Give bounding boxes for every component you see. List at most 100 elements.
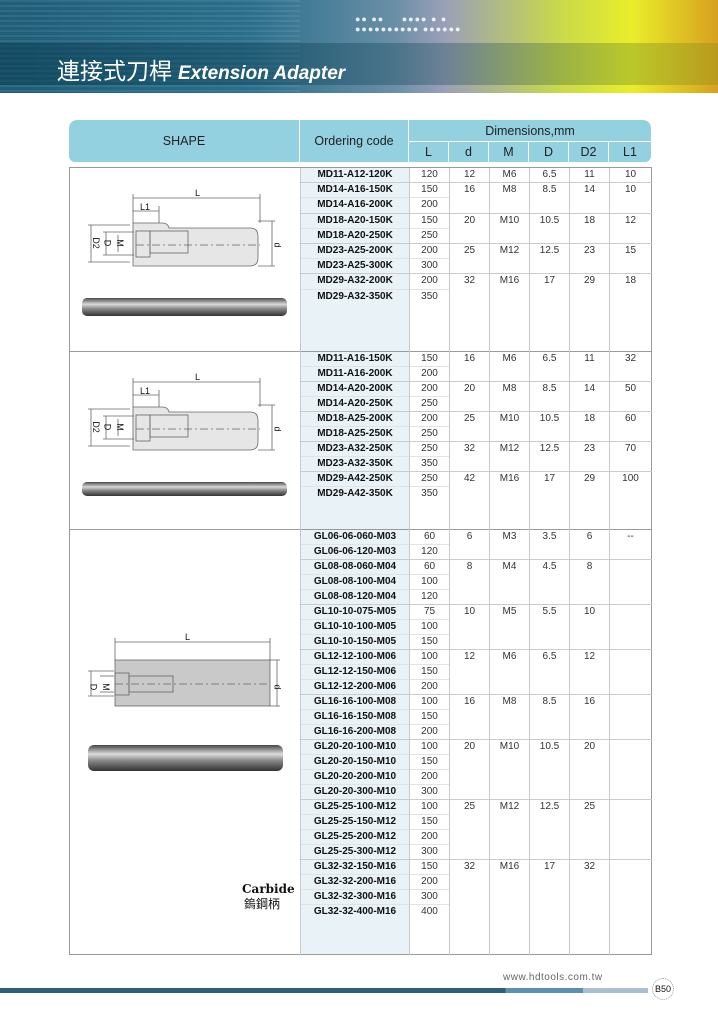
ordering-code: GL16-16-200-M08 <box>300 724 410 740</box>
length-L: 300 <box>409 844 450 860</box>
table-row: GL08-08-120-M04 120 <box>70 589 652 605</box>
length-L: 200 <box>409 769 450 785</box>
dim-L1: 100 <box>609 471 652 530</box>
ordering-code: GL25-25-150-M12 <box>300 814 410 830</box>
length-L: 200 <box>409 411 450 427</box>
dim-M: M16 <box>489 273 530 352</box>
ordering-code: MD29-A42-350K <box>300 486 410 530</box>
title-en: Extension Adapter <box>178 63 346 84</box>
dim-d: 12 <box>449 166 490 183</box>
dim-d: 20 <box>449 739 490 800</box>
header-banner: ●● ●● ●●●● ● ● ●●●●●●●●●● ●●●●●● 連接式刀桿 Ext… <box>0 0 718 93</box>
ordering-code: GL10-10-100-M05 <box>300 619 410 635</box>
dim-label-L1: L1 <box>140 386 151 396</box>
dim-D: 8.5 <box>529 182 570 214</box>
length-L: 120 <box>409 589 450 605</box>
dim-D2: 16 <box>569 694 610 740</box>
col-D: D <box>529 142 569 162</box>
ordering-code: GL10-10-075-M05 <box>300 604 410 620</box>
dim-D: 10.5 <box>529 411 570 442</box>
table-row: GL32-32-200-M16 200 <box>70 874 652 890</box>
dim-L1: 18 <box>609 273 652 352</box>
ordering-code: GL08-08-120-M04 <box>300 589 410 605</box>
ordering-code: GL20-20-100-M10 <box>300 739 410 755</box>
length-L: 200 <box>409 366 450 382</box>
table-row: GL12-12-150-M06 150 <box>70 664 652 680</box>
ordering-code: MD11-A12-120K <box>300 166 410 183</box>
ordering-code: MD11-A16-150K <box>300 351 410 367</box>
table-row: MD14-A20-250K 250 <box>70 396 652 412</box>
website[interactable]: www.hdtools.com.tw <box>503 972 603 983</box>
col-d: d <box>449 142 489 162</box>
dim-L1 <box>609 649 652 695</box>
dim-d: 42 <box>449 471 490 530</box>
table-row: MD29-A32-350K 350 <box>70 288 652 352</box>
table-row: MD23-A32-250K 250 32 M12 12.5 23 70 <box>70 441 652 472</box>
length-L: 300 <box>409 889 450 905</box>
dim-D: 6.5 <box>529 649 570 695</box>
col-L1: L1 <box>623 145 637 159</box>
dim-L1 <box>609 799 652 860</box>
dim-d: 32 <box>449 441 490 472</box>
length-L: 150 <box>409 351 450 367</box>
ordering-code: MD29-A42-250K <box>300 471 410 487</box>
length-L: 250 <box>409 396 450 412</box>
length-L: 200 <box>409 874 450 890</box>
dim-D: 4.5 <box>529 559 570 605</box>
ordering-code: GL32-32-400-M16 <box>300 904 410 955</box>
dim-D: 10.5 <box>529 212 570 244</box>
length-L: 150 <box>409 634 450 650</box>
table-row: GL12-12-200-M06 200 <box>70 679 652 695</box>
dim-d: 20 <box>449 212 490 244</box>
dim-label-d: d <box>272 426 283 432</box>
length-L: 350 <box>409 486 450 530</box>
dim-D2: 18 <box>569 212 610 244</box>
dim-M: M12 <box>489 242 530 274</box>
dim-M: M3 <box>489 529 530 560</box>
table-row: GL08-08-060-M04 60 8 M4 4.5 8 <box>70 559 652 605</box>
dim-M: M10 <box>489 411 530 442</box>
ordering-code: MD18-A20-250K <box>300 227 410 244</box>
length-L: 250 <box>409 471 450 487</box>
table-row: GL16-16-100-M08 100 16 M8 8.5 16 <box>70 694 652 740</box>
ordering-code: MD18-A20-150K <box>300 212 410 229</box>
table-row: GL16-16-150-M08 150 <box>70 709 652 725</box>
ordering-code: MD14-A16-150K <box>300 182 410 198</box>
dim-L1 <box>609 739 652 800</box>
length-L: 150 <box>409 664 450 680</box>
banner-band <box>0 43 718 85</box>
ordering-code: GL32-32-150-M16 <box>300 859 410 875</box>
dim-label-M: M <box>100 683 111 691</box>
table-row: GL10-10-100-M05 100 <box>70 619 652 635</box>
page-title: 連接式刀桿 Extension Adapter <box>57 52 345 86</box>
ordering-code: GL06-06-060-M03 <box>300 529 410 545</box>
dim-L1 <box>609 859 652 955</box>
ordering-code: MD18-A25-250K <box>300 426 410 442</box>
length-L: 100 <box>409 694 450 710</box>
dim-D2: 11 <box>569 166 610 183</box>
dim-label-L: L <box>185 632 191 642</box>
table-row: GL12-12-100-M06 100 12 M6 6.5 12 <box>70 649 652 695</box>
table-row: GL10-10-075-M05 75 10 M5 5.5 10 <box>70 604 652 650</box>
dim-L1: 10 <box>609 182 652 214</box>
length-L: 200 <box>409 829 450 845</box>
ordering-code: MD14-A20-250K <box>300 396 410 412</box>
dim-label-d: d <box>272 242 283 248</box>
dim-D: 17 <box>529 859 570 955</box>
col-D2: D2 <box>569 142 609 162</box>
dim-D2: 14 <box>569 380 610 412</box>
table-row: MD23-A25-200K 200 25 M12 12.5 23 15 <box>70 242 652 274</box>
ordering-code: GL12-12-150-M06 <box>300 664 410 680</box>
page-number: B50 <box>652 978 674 1000</box>
dim-D2: 14 <box>569 182 610 214</box>
dim-d: 8 <box>449 559 490 605</box>
table-row: MD29-A32-200K 200 32 M16 17 29 18 <box>70 273 652 352</box>
table-row: GL32-32-400-M16 400 <box>70 904 652 955</box>
length-L: 75 <box>409 604 450 620</box>
ordering-code: GL20-20-300-M10 <box>300 784 410 800</box>
table-row: MD18-A25-200K 200 25 M10 10.5 18 60 <box>70 411 652 442</box>
dim-D2: 23 <box>569 242 610 274</box>
length-L: 400 <box>409 904 450 955</box>
